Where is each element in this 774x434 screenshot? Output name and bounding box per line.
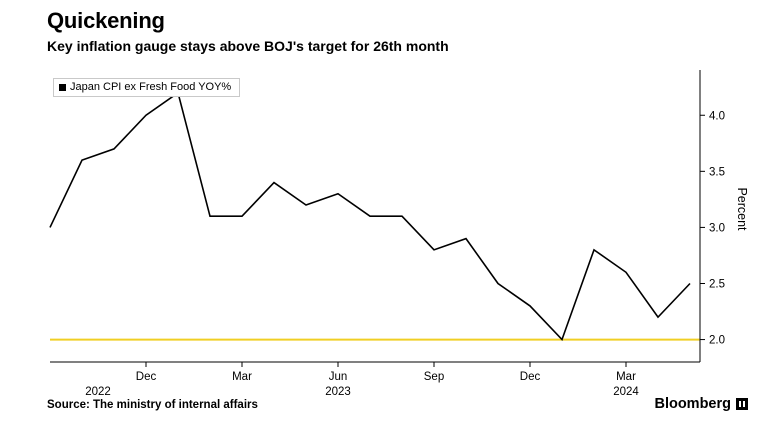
bloomberg-wordmark: Bloomberg [654,396,731,412]
y-tick-label: 2.5 [709,278,725,290]
y-tick-label: 2.0 [709,335,725,347]
x-tick-label: Dec [520,371,541,383]
y-tick-label: 3.5 [709,166,725,178]
chart-title: Quickening [47,8,165,33]
legend-marker-square-icon [59,84,66,91]
y-axis-title: Percent [735,187,749,231]
x-tick-label: Mar [616,371,636,383]
x-tick-label: Mar [232,371,252,383]
y-tick-label: 3.0 [709,222,725,234]
cpi-series-line [49,91,691,342]
legend: Japan CPI ex Fresh Food YOY% [53,78,241,97]
source-text: Source: The ministry of internal affairs [47,399,258,411]
x-year-label: 2023 [325,386,351,398]
x-tick-label: Jun [329,371,348,383]
x-tick-label: Sep [424,371,444,383]
bloomberg-logo: Bloomberg [654,396,748,412]
x-year-label: 2024 [613,386,639,398]
y-tick-label: 4.0 [709,110,725,122]
x-year-label: 2022 [85,386,111,398]
legend-label: Japan CPI ex Fresh Food YOY% [70,81,232,93]
bloomberg-terminal-icon [736,398,748,410]
chart-subtitle: Key inflation gauge stays above BOJ's ta… [47,38,449,54]
x-tick-label: Dec [136,371,157,383]
